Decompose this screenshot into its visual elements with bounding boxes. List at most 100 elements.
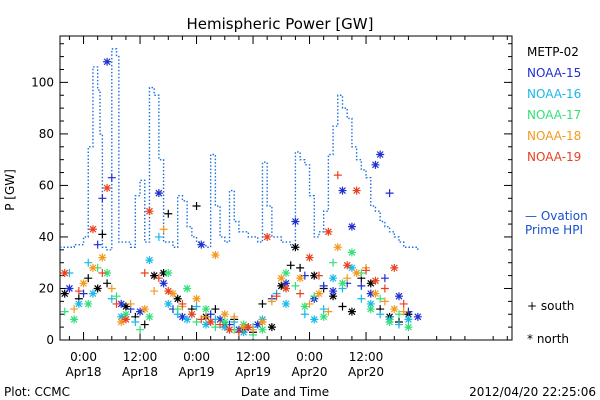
- north-point: [239, 323, 248, 332]
- north-point: [347, 222, 356, 231]
- south-point: [296, 289, 305, 298]
- south-point: [305, 299, 314, 308]
- north-point: [140, 305, 149, 314]
- north-point: [277, 274, 286, 283]
- legend-ovation-label: — Ovation: [525, 209, 588, 223]
- south-point: [376, 294, 385, 303]
- south-point: [333, 171, 342, 180]
- south-point: [201, 312, 210, 321]
- south-point: [192, 202, 201, 211]
- north-point: [314, 289, 323, 298]
- south-point: [296, 263, 305, 272]
- north-point: [244, 323, 253, 332]
- chart-title: Hemispheric Power [GW]: [187, 15, 374, 33]
- south-point: [93, 240, 102, 249]
- south-point: [154, 274, 163, 283]
- north-point: [385, 317, 394, 326]
- north-point: [84, 299, 93, 308]
- north-point: [404, 323, 413, 332]
- south-point: [286, 261, 295, 270]
- north-point: [98, 253, 107, 262]
- north-point: [70, 315, 79, 324]
- south-point: [380, 274, 389, 283]
- north-point: [60, 269, 69, 278]
- north-point: [159, 269, 168, 278]
- x-tick-date-label: Apr18: [66, 365, 102, 379]
- north-point: [282, 279, 290, 288]
- north-point: [60, 289, 69, 298]
- north-point: [329, 292, 338, 301]
- north-point: [225, 325, 234, 334]
- north-point: [338, 186, 347, 195]
- footer-timestamp: 2012/04/20 22:25:06: [469, 385, 596, 399]
- south-point: [291, 281, 300, 290]
- north-point: [253, 320, 262, 329]
- north-point: [88, 263, 97, 272]
- north-point: [291, 243, 300, 252]
- north-point: [258, 325, 267, 334]
- north-point: [376, 150, 385, 159]
- north-point: [150, 271, 159, 280]
- south-point: [314, 271, 323, 280]
- south-point: [107, 173, 116, 182]
- north-point: [319, 312, 328, 321]
- north-point: [201, 320, 210, 329]
- north-point: [305, 253, 314, 262]
- south-point: [380, 297, 389, 306]
- x-tick-time-label: 0:00: [183, 350, 210, 364]
- series-noaa-19: [60, 171, 408, 337]
- south-point: [159, 225, 168, 234]
- south-point: [395, 320, 403, 329]
- south-point: [98, 230, 107, 239]
- north-point: [366, 299, 375, 308]
- north-point: [183, 315, 192, 324]
- north-point: [329, 274, 338, 283]
- legend-ovation-label-2: Prime HPI: [525, 223, 583, 237]
- south-point: [357, 294, 366, 303]
- south-point: [112, 292, 121, 301]
- south-point: [140, 320, 149, 329]
- north-point: [352, 186, 361, 195]
- legend-entry: NOAA-17: [527, 108, 581, 122]
- y-axis-ticks: 0 20 40 60 80 100: [31, 43, 512, 347]
- north-point: [371, 160, 380, 169]
- north-point: [352, 269, 361, 278]
- north-point: [310, 315, 319, 324]
- south-point: [70, 305, 79, 314]
- north-point: [145, 207, 154, 216]
- south-point: [329, 258, 338, 267]
- north-point: [65, 284, 74, 293]
- north-point: [343, 261, 352, 270]
- north-point: [220, 310, 229, 319]
- north-point: [74, 299, 83, 308]
- north-point: [117, 299, 126, 308]
- y-tick-label: 20: [39, 281, 54, 295]
- south-point: [164, 209, 173, 218]
- south-point: [192, 302, 201, 311]
- north-point: [79, 279, 88, 288]
- north-point: [366, 305, 375, 314]
- x-tick-date-label: Apr20: [348, 365, 384, 379]
- north-point: [169, 289, 177, 298]
- north-point: [239, 328, 248, 337]
- south-point: [79, 289, 88, 298]
- south-point: [338, 302, 347, 311]
- north-point: [390, 263, 399, 272]
- north-point: [145, 256, 154, 265]
- south-point: [173, 305, 182, 314]
- north-point: [371, 276, 380, 285]
- x-tick-time-label: 0:00: [70, 350, 97, 364]
- south-point: [376, 310, 385, 319]
- satellite-legend: METP-02 NOAA-15 NOAA-16 NOAA-17 NOAA-18 NOAA-…: [527, 45, 581, 164]
- south-point: [126, 299, 135, 308]
- north-point: [88, 225, 97, 234]
- north-point: [173, 294, 182, 303]
- y-tick-label: 60: [39, 178, 54, 192]
- south-point: [84, 258, 93, 267]
- series-metp-02: [60, 202, 413, 337]
- south-point: [399, 307, 408, 316]
- north-point: [121, 315, 130, 324]
- north-point: [136, 307, 145, 316]
